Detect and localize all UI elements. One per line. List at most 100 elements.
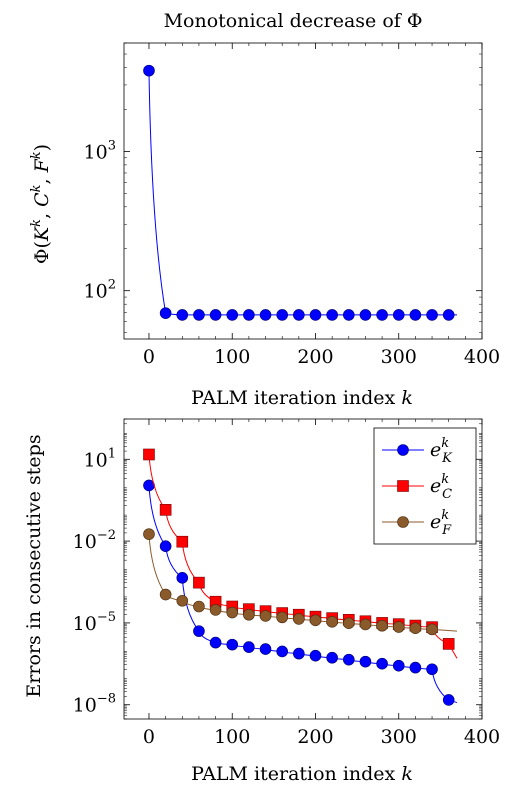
top-chart-title: Monotonical decrease of Φ <box>164 10 423 32</box>
data-point <box>309 614 322 627</box>
data-point <box>176 594 189 607</box>
data-point <box>243 309 255 321</box>
data-point <box>259 643 272 655</box>
data-point <box>193 576 205 589</box>
data-point <box>159 588 172 601</box>
data-point <box>159 504 172 516</box>
bottom-chart-series <box>143 448 458 706</box>
x-tick-label: 400 <box>464 726 500 748</box>
plot-frame <box>123 42 483 340</box>
data-point <box>359 655 372 668</box>
data-point <box>409 661 422 674</box>
data-point <box>243 641 255 653</box>
data-point <box>409 309 422 321</box>
x-tick-label: 100 <box>214 726 250 748</box>
series-0 <box>143 479 458 706</box>
data-point <box>259 610 272 622</box>
bottom-chart-ylabel: Errors in consecutive steps <box>23 434 45 697</box>
y-tick-label: 10−8 <box>73 692 116 717</box>
data-point <box>226 309 239 321</box>
data-point <box>392 309 405 321</box>
x-tick-label: 300 <box>381 726 417 748</box>
data-point <box>176 535 189 548</box>
data-point <box>209 636 222 649</box>
data-point <box>143 528 155 540</box>
data-point <box>309 309 322 321</box>
series-tail <box>448 643 458 659</box>
data-point <box>376 619 388 632</box>
legend-item-0: ek K <box>382 436 453 466</box>
x-tick-label: 0 <box>143 346 155 368</box>
bottom-chart-ticks: 0 100 200 300 400 101 10−2 10−5 10−8 <box>73 418 500 748</box>
data-point <box>342 653 355 666</box>
data-point <box>392 659 405 672</box>
data-point <box>176 572 189 584</box>
top-chart-frame <box>123 42 483 340</box>
legend-label: ek C <box>430 472 452 502</box>
data-point <box>226 638 239 651</box>
data-point <box>326 615 338 628</box>
data-point <box>409 622 422 635</box>
data-point <box>326 309 338 321</box>
top-chart-ticks: 0 100 200 300 400 103 102 <box>84 42 500 368</box>
data-point <box>293 309 305 321</box>
series-line <box>148 70 458 316</box>
data-point <box>276 309 288 321</box>
legend-marker <box>397 480 409 492</box>
series-tail <box>432 628 458 632</box>
data-point <box>209 604 222 616</box>
y-tick-label: 10−5 <box>73 610 116 635</box>
legend-item-2: ek F <box>382 508 452 538</box>
series-2 <box>143 528 458 636</box>
data-point <box>276 611 288 624</box>
data-point <box>359 618 372 631</box>
data-point <box>309 649 322 662</box>
data-point <box>159 307 172 319</box>
data-point <box>143 64 155 77</box>
top-chart-series <box>143 64 458 321</box>
x-tick-label: 100 <box>214 346 250 368</box>
series-tail <box>448 699 458 704</box>
data-point <box>376 657 388 670</box>
data-point <box>226 606 239 619</box>
data-point <box>442 309 455 321</box>
y-tick-label: 10−2 <box>73 528 116 553</box>
data-point <box>159 540 172 553</box>
data-point <box>209 309 222 321</box>
data-point <box>276 645 288 658</box>
data-point <box>376 309 388 321</box>
series-0 <box>143 64 458 321</box>
data-point <box>193 625 205 637</box>
x-tick-label: 200 <box>297 346 333 368</box>
bottom-chart-frame <box>123 418 483 720</box>
data-point <box>243 608 255 621</box>
bottom-chart-legend: ek K ek C ek F <box>373 427 477 545</box>
data-point <box>426 663 438 676</box>
x-tick-label: 400 <box>464 346 500 368</box>
y-tick-label: 103 <box>84 138 116 163</box>
data-point <box>293 613 305 625</box>
plot-frame <box>123 418 483 720</box>
data-point <box>193 600 205 613</box>
series-line <box>148 534 433 630</box>
data-point <box>193 309 205 321</box>
top-chart-ylabel: Φ(Kk, Ck, Fk) <box>29 144 53 264</box>
y-tick-label: 102 <box>84 278 116 303</box>
legend-label: ek F <box>430 508 452 538</box>
data-point <box>326 651 338 664</box>
bottom-chart-xlabel: PALM iteration index k <box>191 763 413 785</box>
legend-label: ek K <box>430 436 453 466</box>
x-tick-label: 0 <box>143 726 155 748</box>
legend-item-1: ek C <box>382 472 452 502</box>
data-point <box>392 621 405 633</box>
legend-marker <box>397 516 409 528</box>
x-tick-label: 200 <box>297 726 333 748</box>
data-point <box>293 647 305 660</box>
data-point <box>259 309 272 321</box>
data-point <box>342 309 355 321</box>
x-tick-label: 300 <box>381 346 417 368</box>
data-point <box>176 309 189 321</box>
y-tick-label: 101 <box>84 446 116 471</box>
data-point <box>342 617 355 629</box>
